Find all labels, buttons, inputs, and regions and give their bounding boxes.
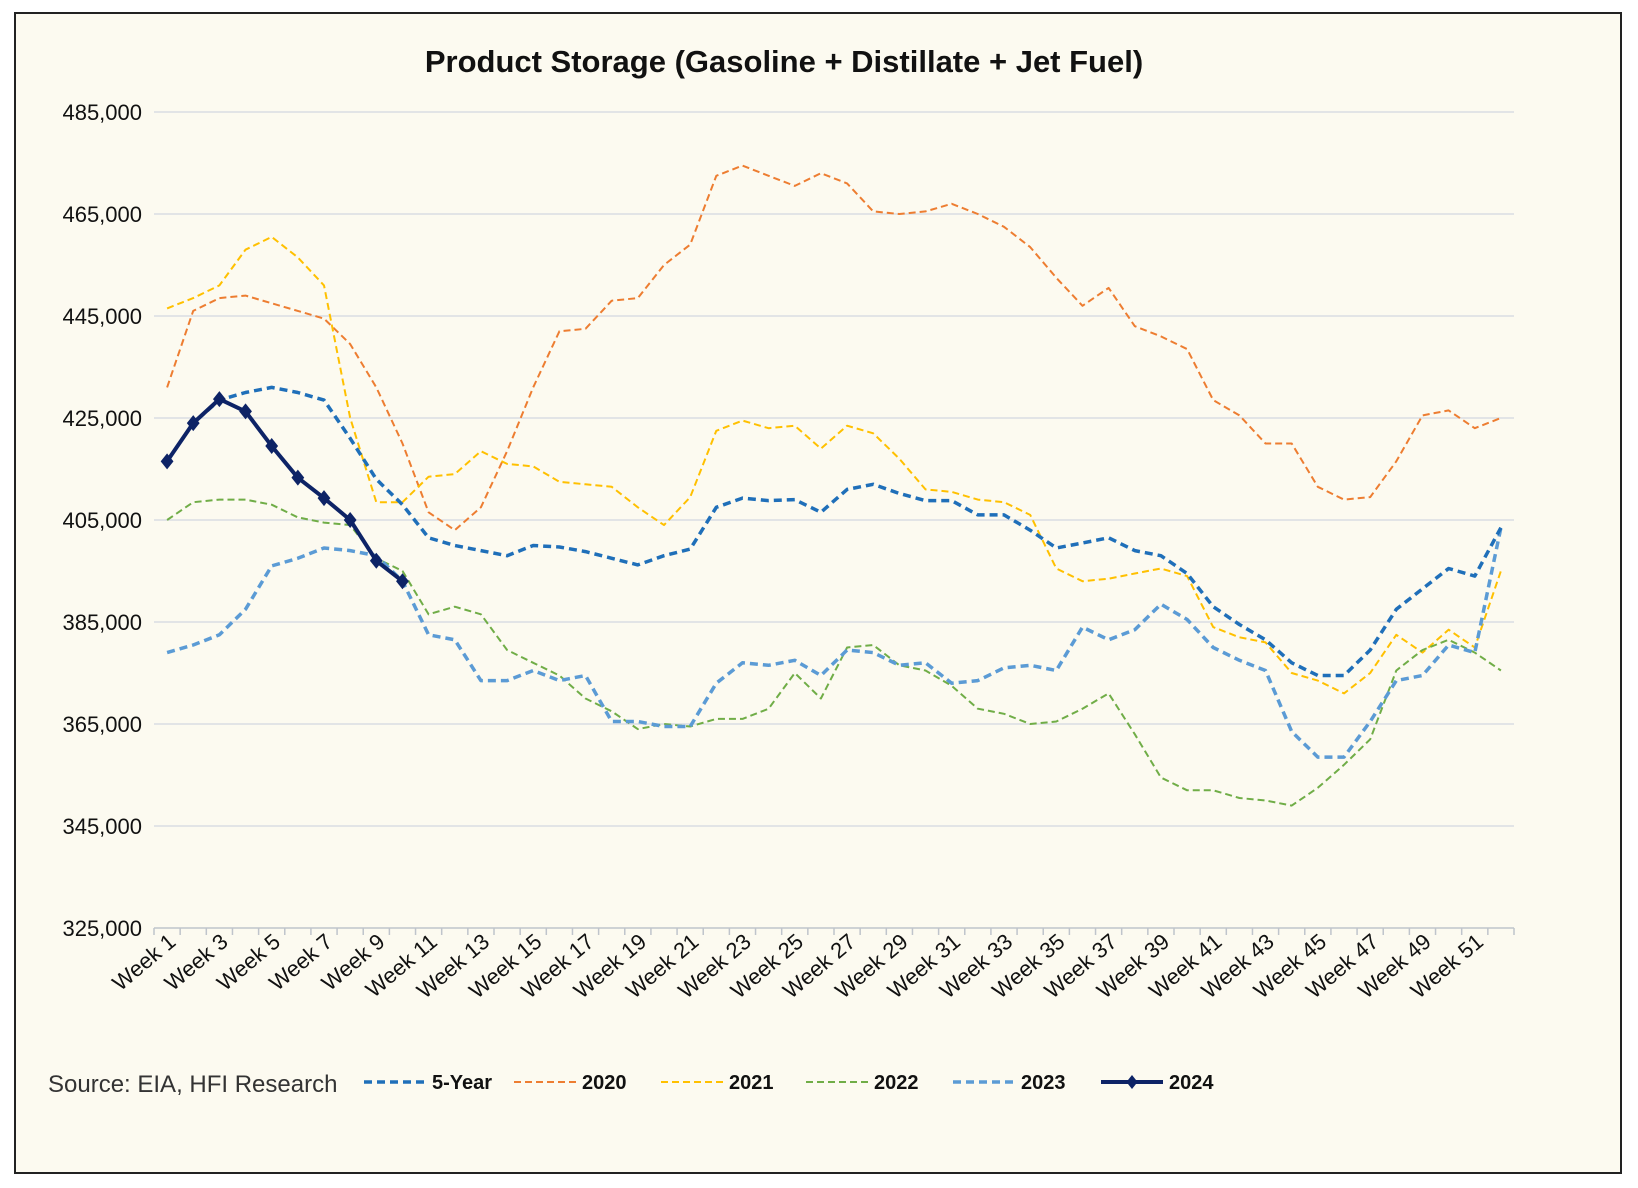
data-point-2024 — [369, 552, 383, 569]
series-line-2020 — [166, 164, 1502, 532]
data-point-2024 — [160, 453, 174, 470]
legend-label-2021: 2021 — [729, 1072, 774, 1094]
data-point-2024 — [239, 403, 252, 420]
data-point-2024 — [396, 573, 409, 590]
data-point-2024 — [343, 512, 357, 528]
data-point-2024 — [291, 469, 305, 486]
legend-marker-2024 — [1126, 1075, 1138, 1089]
legend-label-2023: 2023 — [1021, 1072, 1066, 1094]
chart-svg: Product Storage (Gasoline + Distillate +… — [48, 44, 1515, 1098]
series-line-2021 — [166, 235, 1502, 695]
grid — [154, 111, 1514, 827]
series-line-2023 — [166, 527, 1503, 759]
axes: 325,000 345,000 365,000 385,000 405,000 425,0… — [62, 100, 1515, 1003]
legend: 5-Year 2020 2021 2022 2023 2024 — [364, 1072, 1214, 1094]
y-tick-label: 465,000 — [62, 202, 142, 227]
y-tick-label: 365,000 — [62, 712, 142, 737]
data-point-2024 — [265, 438, 279, 455]
legend-label-2020: 2020 — [582, 1072, 627, 1094]
y-tick-label: 445,000 — [62, 304, 142, 329]
chart-frame: Product Storage (Gasoline + Distillate +… — [14, 12, 1622, 1174]
legend-label-2024: 2024 — [1169, 1072, 1214, 1094]
y-tick-label: 385,000 — [62, 610, 142, 635]
legend-label-2022: 2022 — [874, 1072, 919, 1094]
series-line-2024 — [165, 397, 404, 583]
chart-title: Product Storage (Gasoline + Distillate +… — [425, 44, 1143, 79]
series-group — [160, 164, 1503, 807]
y-tick-label: 345,000 — [62, 814, 142, 839]
source-note: Source: EIA, HFI Research — [48, 1071, 337, 1098]
y-tick-label: 485,000 — [62, 100, 142, 125]
data-point-2024 — [317, 490, 331, 507]
y-tick-label: 405,000 — [62, 508, 142, 533]
data-point-2024 — [186, 415, 200, 432]
data-point-2024 — [212, 391, 226, 408]
y-tick-label: 325,000 — [62, 916, 142, 941]
legend-label-5-year: 5-Year — [432, 1072, 492, 1094]
series-line-5-year — [165, 385, 1503, 678]
y-tick-label: 425,000 — [62, 406, 142, 431]
